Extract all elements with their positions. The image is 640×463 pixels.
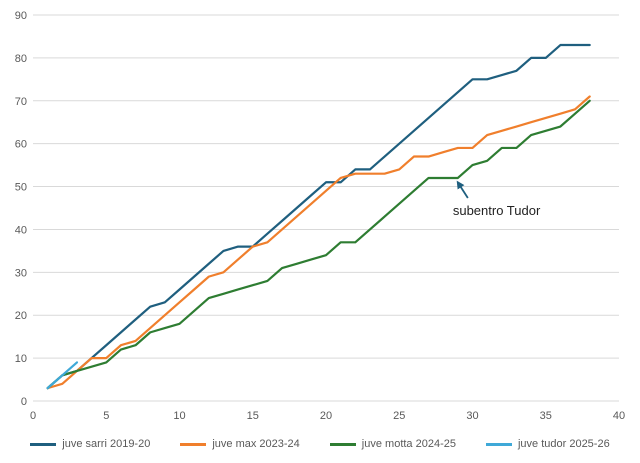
y-tick-label: 70	[15, 96, 27, 108]
annotation-arrow	[456, 180, 469, 199]
legend-label: juve max 2023-24	[212, 438, 300, 450]
line-chart: 0 10 20 30 40 50 60 70 80 90 0 5 10 15 20 25 30 35 40 sub…	[15, 10, 625, 422]
y-tick-label: 10	[15, 353, 27, 365]
x-tick-label: 30	[466, 410, 478, 422]
y-tick-label: 40	[15, 224, 27, 236]
series-line-3	[46, 99, 591, 390]
y-tick-label: 20	[15, 310, 27, 322]
series-line-1	[46, 43, 591, 390]
y-tick-label: 50	[15, 182, 27, 194]
annotation-text: subentro Tudor	[453, 203, 541, 218]
x-tick-label: 10	[173, 410, 185, 422]
x-tick-label: 20	[320, 410, 332, 422]
y-tick-label: 90	[15, 10, 27, 22]
legend-label: juve sarri 2019-20	[62, 438, 151, 450]
series-line-2	[46, 95, 591, 390]
legend-item-2: juve max 2023-24	[180, 438, 300, 450]
x-tick-label: 25	[393, 410, 405, 422]
y-tick-label: 0	[21, 396, 27, 408]
x-axis-ticks: 0 5 10 15 20 25 30 35 40	[30, 410, 625, 422]
series-line-4	[46, 361, 79, 390]
legend-item-4: juve tudor 2025-26	[485, 438, 610, 450]
annotations: subentro Tudor	[453, 180, 541, 218]
x-tick-label: 0	[30, 410, 36, 422]
legend-swatch	[30, 442, 57, 446]
y-tick-label: 60	[15, 139, 27, 151]
legend-swatch	[485, 442, 512, 446]
y-axis-ticks: 0 10 20 30 40 50 60 70 80 90	[15, 10, 27, 408]
y-tick-label: 30	[15, 267, 27, 279]
y-tick-label: 80	[15, 53, 27, 65]
legend: juve sarri 2019-20 juve max 2023-24 juve m…	[0, 434, 640, 454]
x-tick-label: 15	[247, 410, 259, 422]
legend-label: juve tudor 2025-26	[517, 438, 610, 450]
legend-label: juve motta 2024-25	[361, 438, 456, 450]
x-tick-label: 40	[613, 410, 625, 422]
legend-swatch	[329, 442, 356, 446]
grid-lines	[33, 14, 619, 402]
x-tick-label: 35	[540, 410, 552, 422]
x-tick-label: 5	[103, 410, 109, 422]
legend-item-1: juve sarri 2019-20	[30, 438, 150, 450]
legend-item-3: juve motta 2024-25	[329, 438, 456, 450]
series-lines	[46, 43, 591, 390]
legend-swatch	[180, 442, 207, 446]
